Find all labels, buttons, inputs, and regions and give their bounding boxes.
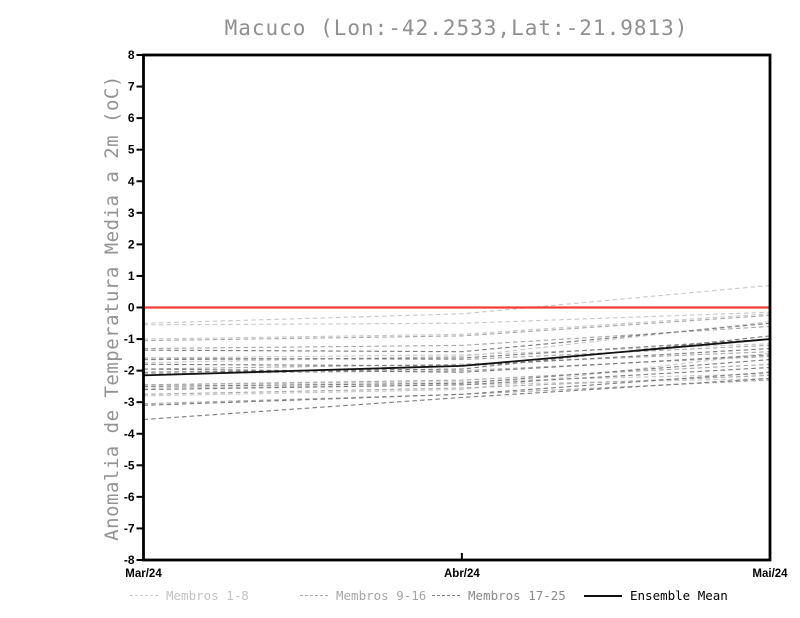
legend-item-1: Membros 1-8 (130, 588, 249, 603)
ensemble-member-line (143, 338, 771, 361)
ensemble-member-line (143, 344, 771, 361)
y-tick-label: 5 (128, 143, 135, 157)
y-tick-label: 3 (128, 206, 135, 220)
legend-label: Ensemble Mean (630, 588, 728, 603)
ensemble-member-line (143, 351, 771, 370)
ensemble-member-line (143, 313, 771, 340)
y-tick-label: 0 (128, 301, 135, 315)
ensemble-member-line (143, 377, 771, 421)
y-tick-label: -7 (124, 521, 135, 535)
y-tick-label: 8 (128, 48, 135, 62)
y-tick-label: -6 (124, 490, 135, 504)
y-tick-label: 6 (128, 111, 135, 125)
chart-title: Macuco (Lon:-42.2533,Lat:-21.9813) (224, 16, 689, 40)
y-tick-label: -4 (124, 427, 135, 441)
ensemble-member-line (143, 363, 771, 386)
legend-label: Membros 17-25 (468, 588, 566, 603)
dashed-line-swatch (432, 595, 460, 596)
y-tick-label: -1 (124, 332, 135, 346)
y-tick-label: 4 (128, 174, 135, 188)
legend-label: Membros 1-8 (166, 588, 249, 603)
x-tick-label: Mai/24 (752, 568, 788, 580)
y-tick-label: 2 (128, 237, 135, 251)
ensemble-member-line (143, 354, 771, 373)
legend-item-3: Membros 17-25 (432, 588, 566, 603)
ensemble-member-line (143, 366, 771, 391)
ensemble-member-line (143, 373, 771, 386)
y-tick-label: 1 (128, 269, 135, 283)
ensemble-member-line (143, 335, 771, 373)
legend-item-2: Membros 9-16 (300, 588, 426, 603)
x-tick-label: Abr/24 (444, 568, 480, 580)
dashed-line-swatch (300, 595, 328, 596)
ensemble-member-line (143, 352, 771, 397)
y-tick-label: -3 (124, 395, 135, 409)
ensemble-member-line (143, 314, 771, 342)
y-tick-label: -5 (124, 458, 135, 472)
ensemble-member-line (143, 371, 771, 406)
dashed-line-swatch (130, 595, 158, 596)
legend-item-4: Ensemble Mean (584, 588, 728, 603)
ensemble-member-line (143, 284, 771, 324)
ensemble-member-line (143, 359, 771, 387)
legend: Membros 1-8 Membros 9-16 Membros 17-25 Ense… (0, 588, 800, 608)
ensemble-mean-line (143, 338, 771, 377)
ensemble-member-line (143, 311, 771, 326)
y-tick-label: -8 (124, 553, 135, 567)
x-tick-label: Mar/24 (125, 568, 162, 580)
y-tick-label: -2 (124, 364, 135, 378)
legend-label: Membros 9-16 (336, 588, 427, 603)
ensemble-member-line (143, 322, 771, 353)
solid-line-swatch (584, 594, 622, 597)
y-tick-label: 7 (128, 80, 135, 94)
